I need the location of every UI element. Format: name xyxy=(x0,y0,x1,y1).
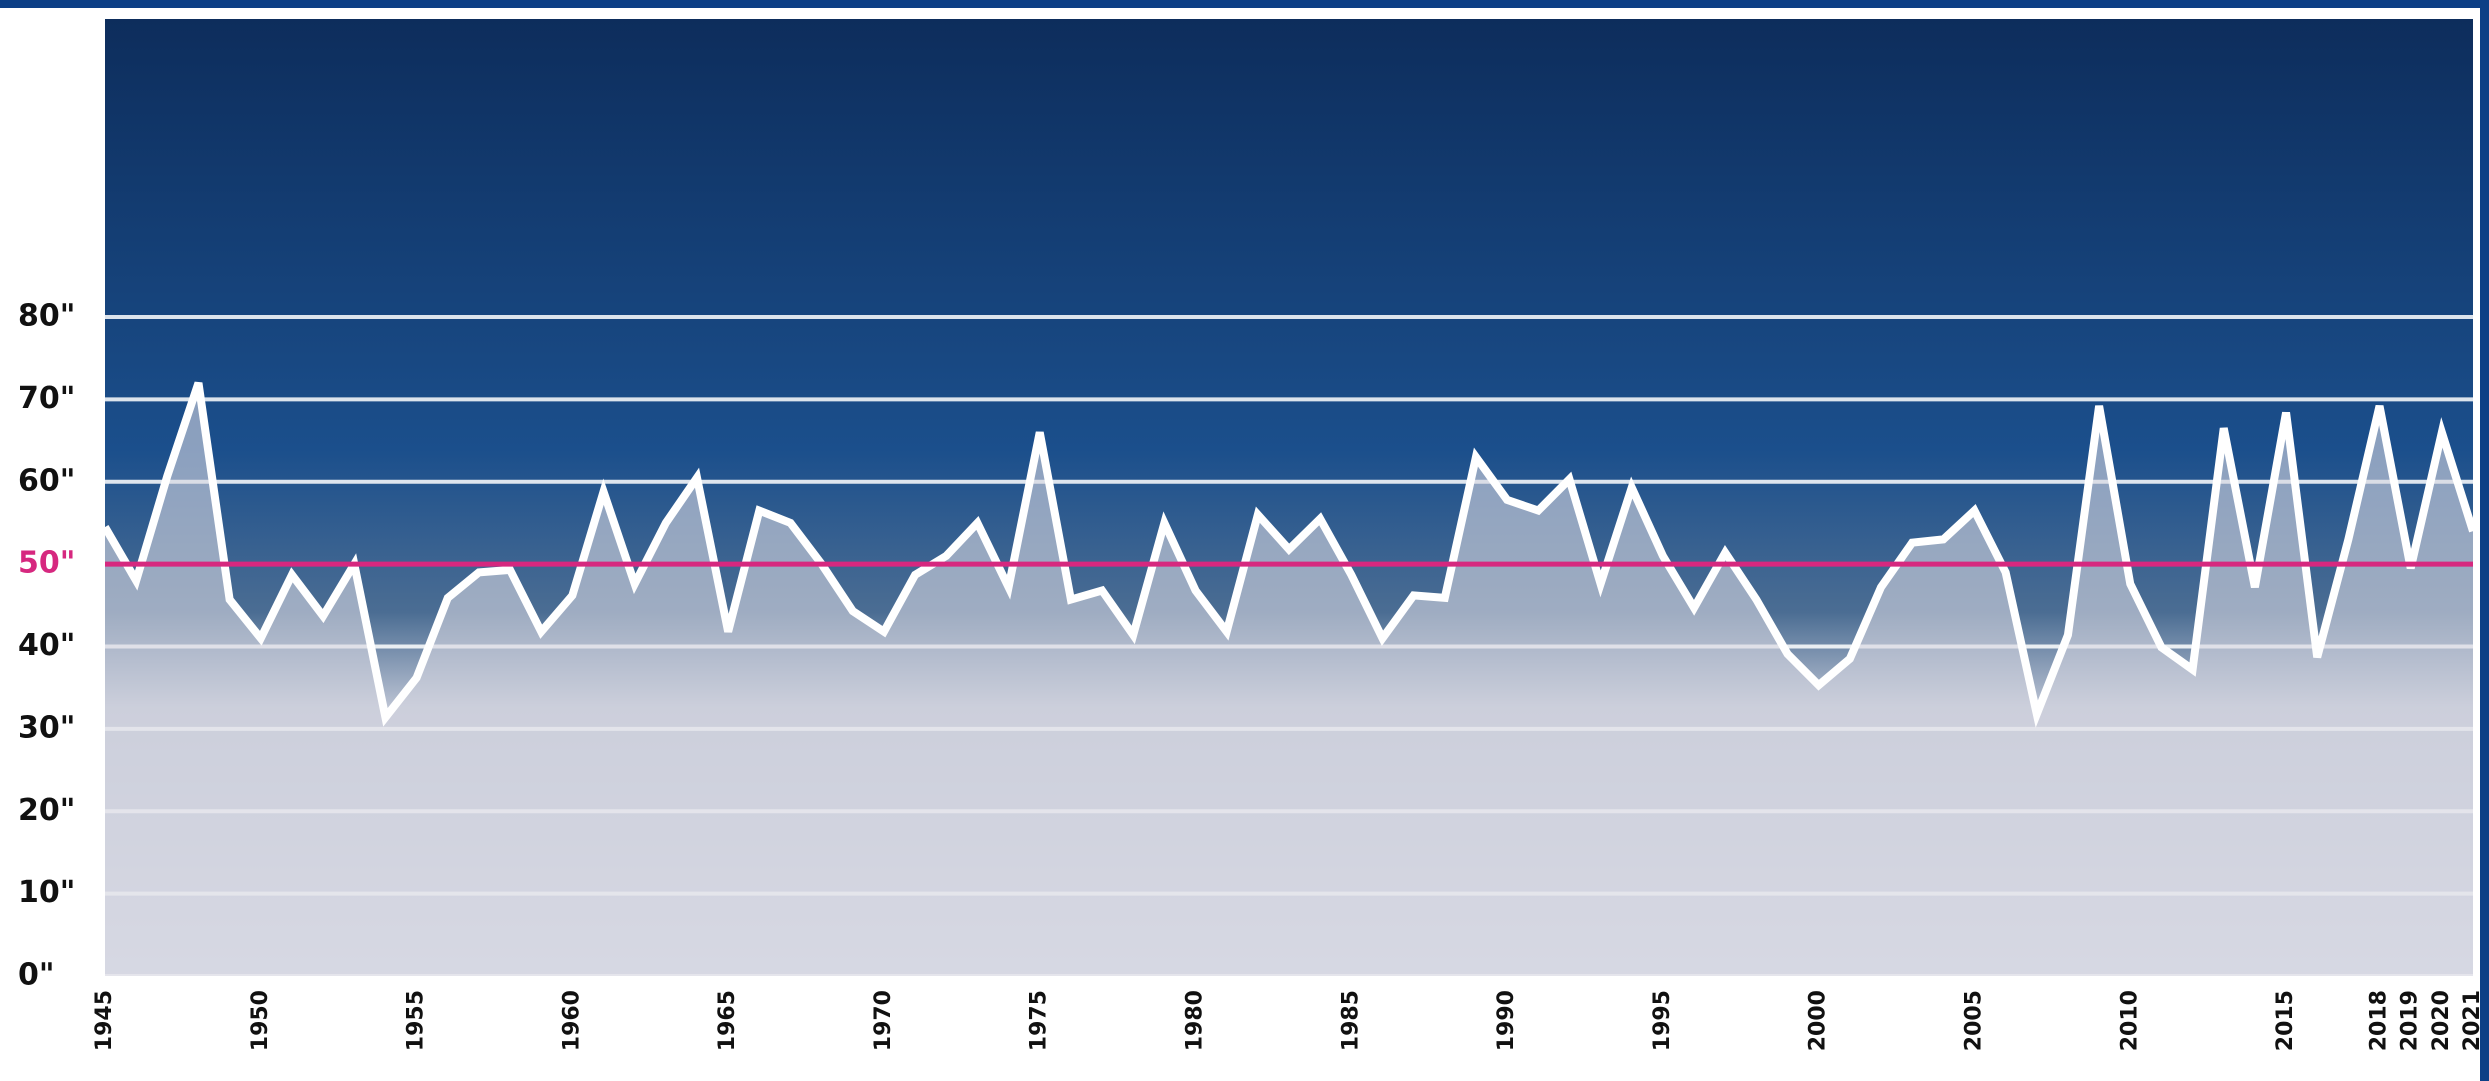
x-tick-label: 1995 xyxy=(1650,990,1675,1051)
x-tick-label: 1945 xyxy=(92,990,117,1051)
y-tick-label: 10" xyxy=(18,875,75,910)
x-tick-label: 2019 xyxy=(2398,990,2423,1051)
y-tick-label: 20" xyxy=(18,793,75,828)
x-tick-label: 2018 xyxy=(2367,990,2392,1051)
reference-label: 50" xyxy=(18,546,75,581)
y-tick-label: 70" xyxy=(18,381,75,416)
x-tick-label: 2000 xyxy=(1806,990,1831,1051)
y-tick-label: 60" xyxy=(18,463,75,498)
y-tick-label: 30" xyxy=(18,710,75,745)
y-tick-label: 0" xyxy=(18,958,55,993)
x-tick-label: 1980 xyxy=(1183,990,1208,1051)
x-tick-label: 2005 xyxy=(1961,990,1986,1051)
chart: 0" 10" 20" 30" 40" 60" 70" 80" 50" 1945 1950 1955 19… xyxy=(0,0,2489,1081)
frame-top xyxy=(0,0,2489,8)
x-tick-label: 1990 xyxy=(1494,990,1519,1051)
x-tick-label: 1965 xyxy=(715,990,740,1051)
y-tick-label: 40" xyxy=(18,628,75,663)
x-tick-label: 2015 xyxy=(2273,990,2298,1051)
x-tick-label: 2021 xyxy=(2460,990,2485,1051)
x-tick-label: 2010 xyxy=(2117,990,2142,1051)
x-tick-label: 1975 xyxy=(1027,990,1052,1051)
y-tick-label: 80" xyxy=(18,299,75,334)
frame-right xyxy=(2480,0,2489,1081)
x-tick-label: 1970 xyxy=(871,990,896,1051)
x-tick-label: 2020 xyxy=(2429,990,2454,1051)
x-tick-label: 1985 xyxy=(1338,990,1363,1051)
x-tick-label: 1960 xyxy=(559,990,584,1051)
x-tick-label: 1950 xyxy=(248,990,273,1051)
x-tick-label: 1955 xyxy=(404,990,429,1051)
